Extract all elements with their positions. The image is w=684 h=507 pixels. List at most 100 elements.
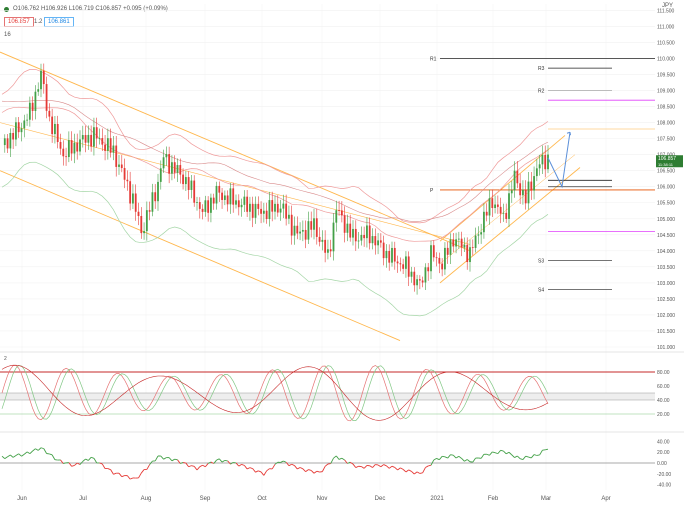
candle-body bbox=[522, 189, 524, 196]
candle-body bbox=[279, 208, 282, 213]
momentum-segment bbox=[252, 468, 256, 473]
y-tick-label: 107.500 bbox=[657, 137, 675, 143]
candle-body bbox=[288, 214, 290, 219]
candle-body bbox=[193, 180, 196, 203]
candle-body bbox=[67, 140, 70, 158]
candle-body bbox=[301, 229, 304, 232]
candle-body bbox=[374, 236, 377, 246]
momentum-segment bbox=[402, 469, 407, 473]
momentum-segment bbox=[380, 464, 384, 468]
candle-body bbox=[477, 234, 480, 236]
momentum-segment bbox=[285, 461, 290, 466]
momentum-segment bbox=[391, 465, 395, 468]
momentum-segment bbox=[280, 460, 284, 463]
candle-body bbox=[538, 164, 541, 169]
momentum-segment bbox=[180, 461, 184, 464]
momentum-segment bbox=[113, 472, 117, 475]
candle-body bbox=[243, 196, 246, 205]
momentum-segment bbox=[244, 465, 248, 470]
candle-body bbox=[165, 154, 168, 158]
momentum-segment bbox=[422, 467, 426, 474]
momentum-segment bbox=[525, 455, 529, 458]
last-price-tag bbox=[656, 155, 683, 168]
momentum-segment bbox=[188, 465, 192, 468]
momentum-segment bbox=[310, 470, 315, 474]
momentum-segment bbox=[127, 475, 131, 480]
momentum-segment bbox=[174, 458, 178, 461]
candle-body bbox=[70, 140, 73, 154]
candle-body bbox=[544, 154, 547, 170]
momentum-segment bbox=[274, 461, 279, 465]
momentum-segment bbox=[321, 466, 326, 472]
candle-body bbox=[56, 123, 59, 143]
y-tick-label: 102.000 bbox=[657, 313, 675, 319]
momentum-segment bbox=[335, 455, 340, 460]
y-tick-label: 106.000 bbox=[657, 185, 675, 191]
momentum-segment bbox=[90, 456, 95, 459]
momentum-segment bbox=[40, 447, 44, 450]
momentum-segment bbox=[338, 457, 343, 460]
candle-body bbox=[530, 181, 533, 191]
candle-body bbox=[210, 197, 212, 213]
candle-body bbox=[446, 247, 449, 255]
momentum-segment bbox=[140, 469, 145, 474]
candle-body bbox=[162, 157, 165, 169]
candle-body bbox=[282, 203, 285, 209]
candle-body bbox=[483, 211, 485, 233]
momentum-segment bbox=[18, 453, 22, 457]
candle-body bbox=[368, 225, 371, 244]
momentum-segment bbox=[241, 463, 245, 466]
momentum-segment bbox=[23, 451, 28, 455]
candle-body bbox=[405, 256, 407, 269]
candle-body bbox=[123, 168, 126, 180]
momentum-segment bbox=[246, 467, 251, 470]
momentum-segment bbox=[503, 450, 507, 455]
momentum-segment bbox=[536, 454, 540, 456]
momentum-segment bbox=[514, 455, 518, 458]
candle-body bbox=[346, 223, 349, 233]
candle-body bbox=[157, 181, 159, 202]
candle-body bbox=[396, 261, 399, 264]
candle-body bbox=[101, 138, 104, 145]
pivot-label: R3 bbox=[538, 66, 545, 72]
y-tick-label: 104.500 bbox=[657, 233, 675, 239]
candle-body bbox=[488, 198, 491, 216]
candle-body bbox=[76, 142, 79, 152]
candle-body bbox=[118, 164, 120, 167]
momentum-segment bbox=[494, 452, 499, 455]
candle-body bbox=[34, 91, 37, 111]
candle-body bbox=[318, 236, 321, 242]
candle-body bbox=[104, 144, 106, 151]
candle-body bbox=[332, 222, 335, 252]
spread-label: 1.2 bbox=[34, 19, 43, 25]
candle-body bbox=[31, 102, 34, 111]
candle-body bbox=[204, 200, 207, 212]
rsi-tick-label: 60.00 bbox=[657, 384, 670, 390]
candle-body bbox=[519, 183, 522, 196]
candle-body bbox=[17, 122, 20, 133]
x-tick-label: Apr bbox=[601, 496, 610, 502]
candle-body bbox=[201, 208, 204, 212]
momentum-segment bbox=[425, 465, 429, 468]
candle-body bbox=[349, 223, 352, 238]
momentum-segment bbox=[207, 461, 212, 464]
momentum-segment bbox=[464, 459, 468, 462]
candle-body bbox=[87, 134, 90, 143]
momentum-segment bbox=[271, 464, 276, 470]
momentum-segment bbox=[205, 463, 209, 468]
momentum-segment bbox=[377, 464, 382, 468]
candle-body bbox=[516, 170, 519, 184]
candle-body bbox=[455, 239, 457, 247]
y-tick-label: 111.000 bbox=[657, 24, 675, 30]
slow-ma-line bbox=[1, 100, 549, 223]
candle-body bbox=[502, 212, 505, 214]
momentum-segment bbox=[539, 449, 543, 456]
momentum-segment bbox=[341, 457, 345, 461]
momentum-segment bbox=[436, 457, 440, 461]
candle-body bbox=[285, 203, 288, 219]
candle-body bbox=[366, 225, 368, 239]
momentum-segment bbox=[533, 454, 538, 456]
momentum-segment bbox=[394, 467, 398, 471]
rising-lower-line bbox=[439, 167, 581, 284]
candle-body bbox=[137, 211, 140, 216]
